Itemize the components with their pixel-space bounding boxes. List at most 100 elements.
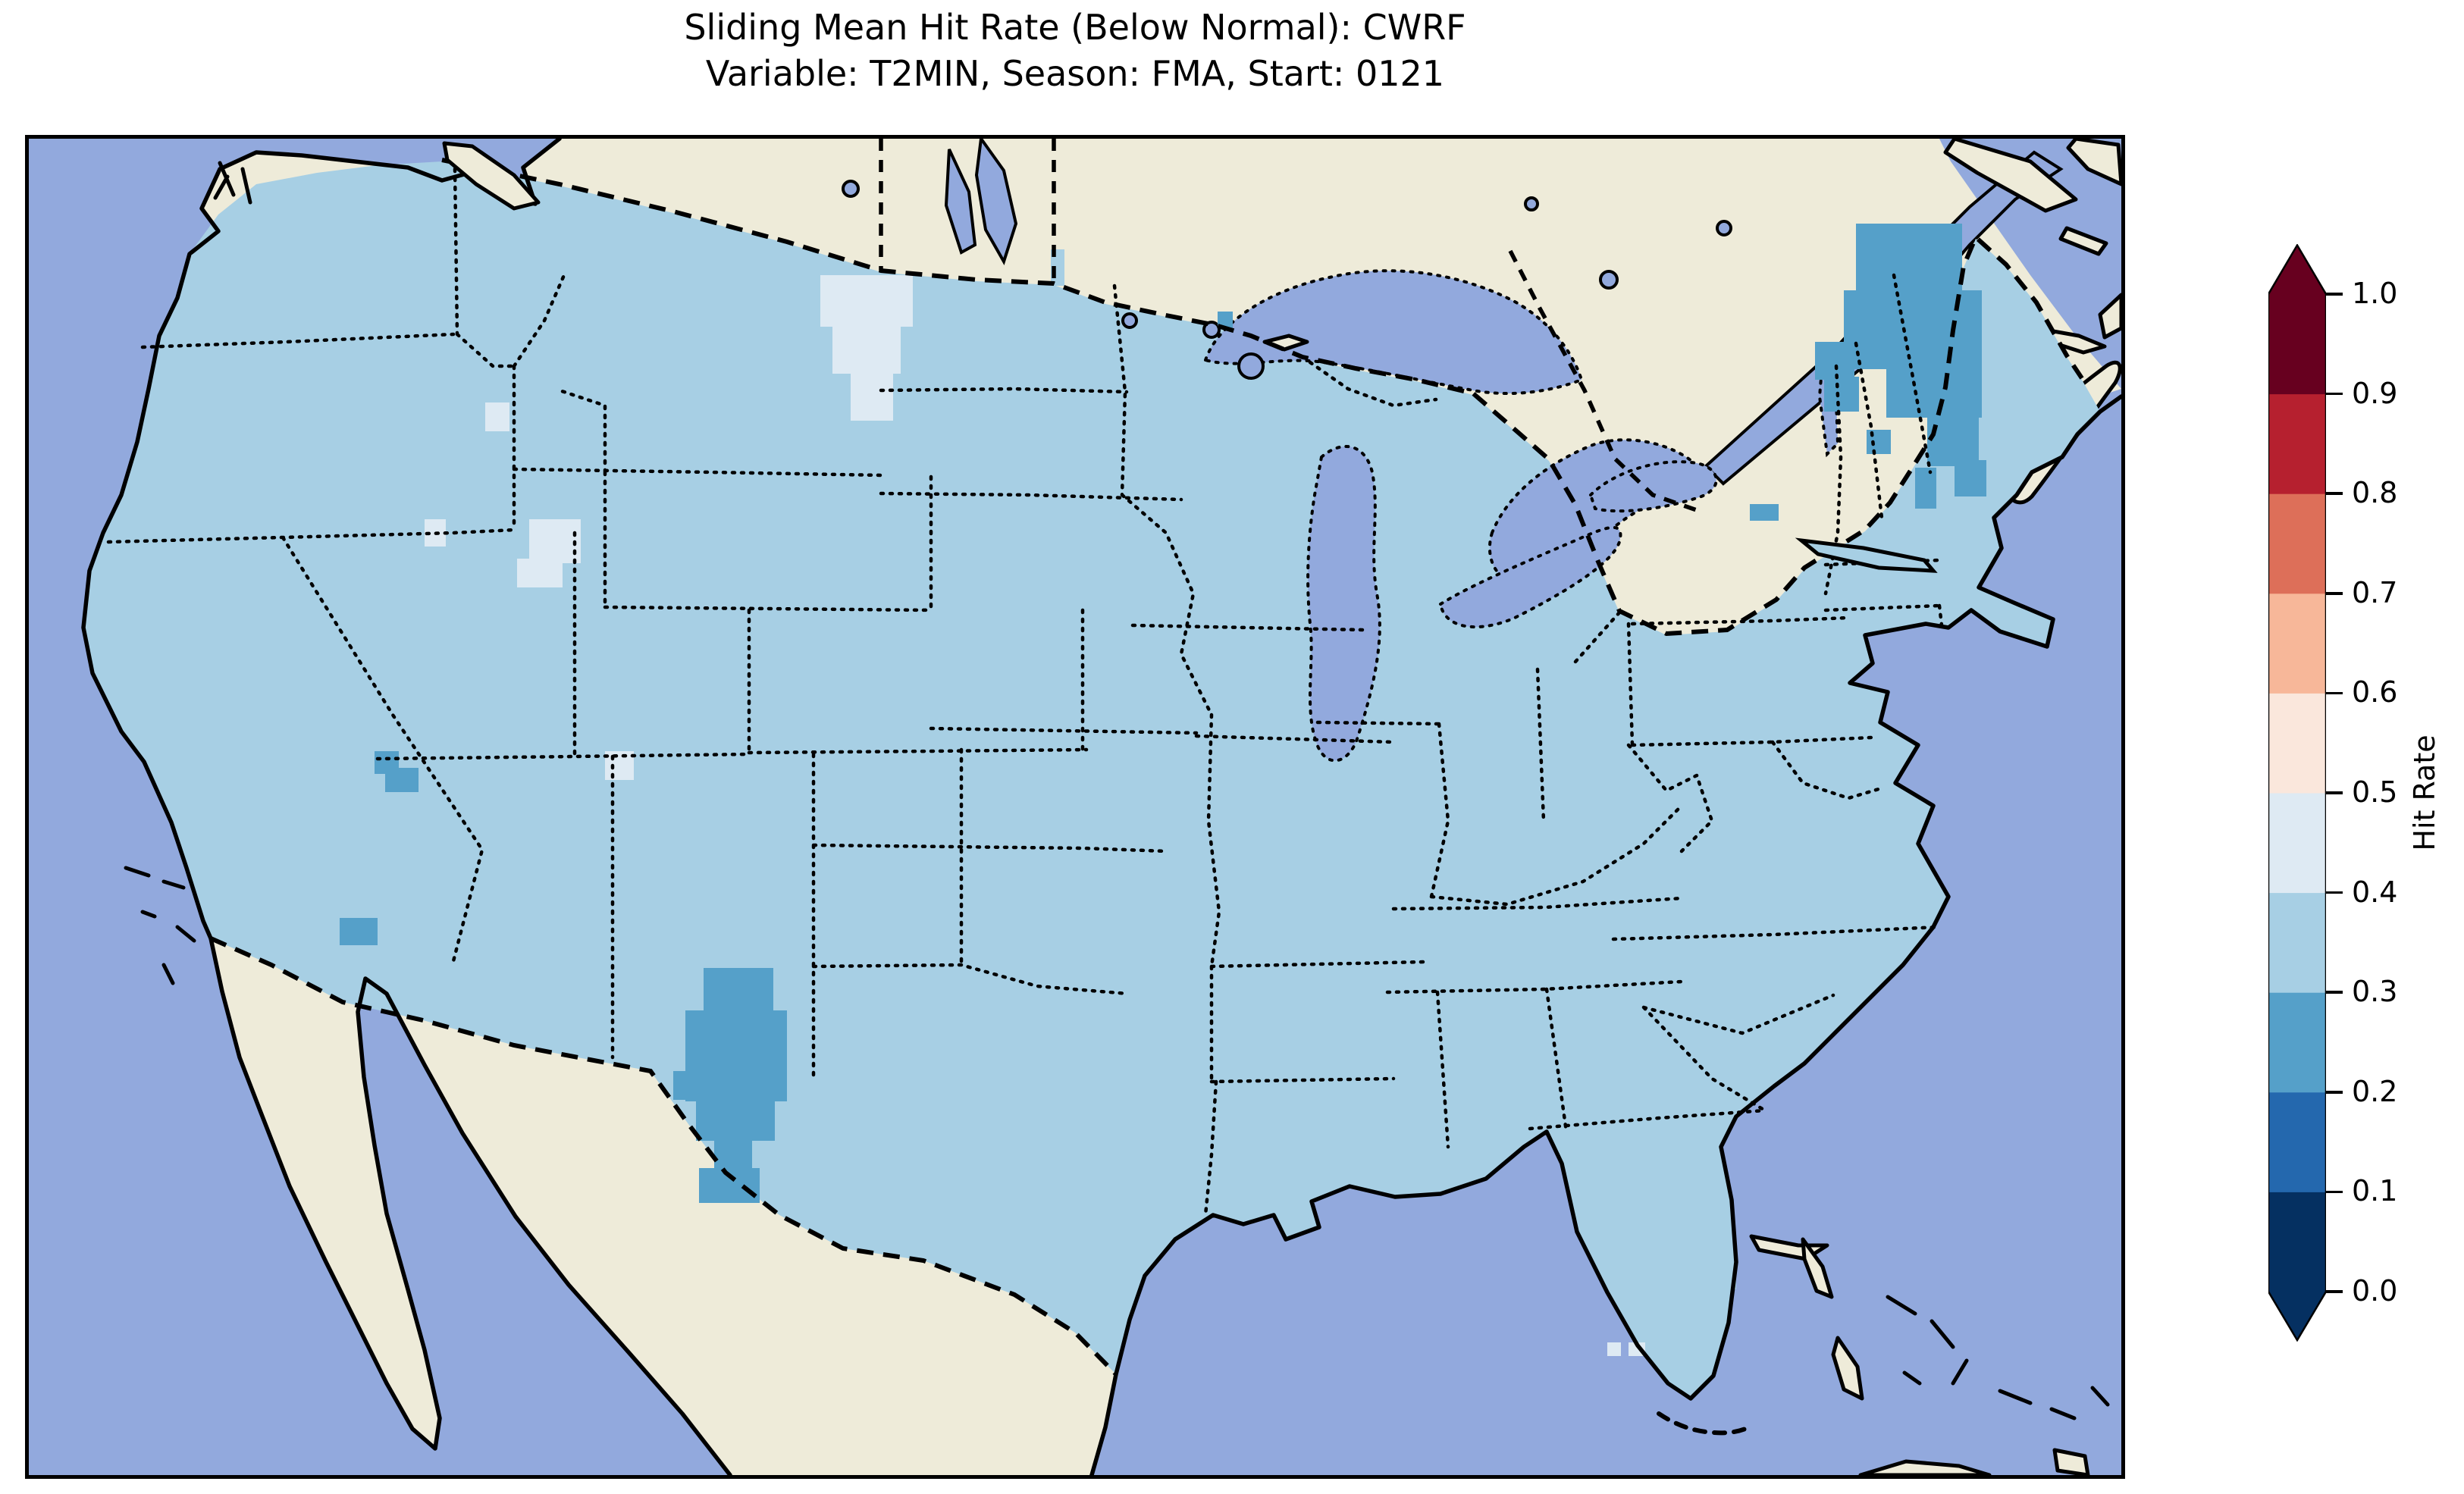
figure-title: Sliding Mean Hit Rate (Below Normal): CW… [684,5,1466,96]
colorbar [2267,243,2328,1342]
colorbar-bin-0.9-1 [2268,294,2326,395]
lake-manitoba [944,149,977,255]
colorbar-tick-mark [2326,991,2343,994]
vancouver-island [442,141,541,211]
hit-rate-cell [1196,1180,1243,1203]
colorbar-axis-label: Hit Rate [2408,734,2441,851]
hit-rate-cell [1886,363,1982,418]
colorbar-tick-mark [2326,891,2343,894]
cape-breton-island [2098,293,2121,340]
colorbar-tick-label: 0.5 [2352,775,2398,810]
hit-rate-cell [714,1136,752,1170]
colorbar-tick-label: 0.1 [2352,1174,2398,1208]
us-canada-border [441,158,2084,637]
lac-seul [1237,352,1265,380]
florida-keys [1657,1411,1748,1436]
colorbar-tick-label: 0.0 [2352,1274,2398,1308]
colorbar-tick-mark [2326,691,2343,695]
hit-rate-cell [820,275,913,327]
lakes [842,139,1840,763]
map-svg [29,139,2121,1475]
colorbar-tick-label: 0.2 [2352,1074,2398,1108]
colorbar-tick-mark [2326,1091,2343,1094]
hit-rate-cell [605,751,634,780]
colorbar-tick-mark [2326,592,2343,595]
hit-rate-cell [696,1097,775,1141]
newfoundland-corner [2066,139,2121,186]
lake-michigan [1306,445,1381,763]
hit-rate-cell [529,519,581,563]
colorbar-over-arrow [2268,244,2326,294]
colorbar-tick-label: 0.4 [2352,875,2398,909]
colorbar-bin-0-0.1 [2268,1192,2326,1292]
abaco-island [1801,1237,1834,1299]
hit-rate-cell [1915,468,1936,509]
colorbar-tick-mark [2326,392,2343,396]
state-borders [106,167,1945,1217]
lake-ontario [1588,460,1718,513]
colorbar-bin-0.6-0.7 [2268,593,2326,694]
hit-rate-cell [1706,1244,1736,1289]
channel-islands [124,866,196,985]
cuba-north-coast [1858,1459,1992,1475]
canadian-lake [1202,321,1221,339]
great-inagua [2052,1448,2090,1475]
hit-rate-cell [485,402,509,431]
colorbar-tick-label: 0.6 [2352,675,2398,709]
hit-rate-cell [1856,224,1962,296]
hit-rate-cell [704,968,773,1016]
title-line-1: Sliding Mean Hit Rate (Below Normal): CW… [684,7,1466,48]
title-line-2: Variable: T2MIN, Season: FMA, Start: 012… [705,52,1445,94]
puget-sound-inlets [213,161,252,205]
colorbar-tick-mark [2326,791,2343,794]
lake-erie [1438,525,1622,629]
hit-rate-cell [1955,460,1986,496]
hit-rate-cell [1607,1342,1621,1356]
colorbar-tick-label: 0.9 [2352,376,2398,410]
colorbar-tick-label: 0.7 [2352,575,2398,609]
colorbar-under-arrow [2268,1292,2326,1342]
colorbar-bin-0.1-0.2 [2268,1092,2326,1192]
gaspe-peninsula [1943,139,2078,213]
hit-rate-cell [1815,342,1854,380]
colorbar-tick-label: 1.0 [2352,277,2398,311]
colorbar-tick-mark [2326,1290,2343,1293]
hit-rate-cell [340,918,378,945]
anticosti-island [2058,226,2108,256]
hit-rate-cell [1927,412,1979,466]
coastlines [81,139,2121,1475]
colorbar-svg [2267,243,2328,1342]
canadian-lake [1121,312,1138,329]
andros-island [1831,1336,1864,1401]
colorbar-bin-0.2-0.3 [2268,992,2326,1093]
canadian-lake [842,180,860,198]
canadian-lake [1716,220,1732,236]
hit-rate-cell [1844,290,1982,369]
hit-rate-cell [832,325,901,374]
canadian-provincial-borders [879,139,1698,512]
canadian-lake [1524,196,1539,211]
map-axes [25,135,2125,1479]
hit-rate-cell [1824,377,1859,412]
colorbar-tick-mark [2326,492,2343,495]
hit-rate-cell [1218,312,1233,328]
national-borders [209,139,2084,1377]
hit-rate-cell [517,559,563,587]
us-mexico-border [209,936,1118,1377]
lake-winnipeg [974,139,1018,265]
continental-coastline [81,139,2121,1475]
colorbar-tick-mark [2326,293,2343,296]
colorbar-tick-label: 0.3 [2352,975,2398,1009]
hit-rate-cell [1066,1179,1102,1206]
colorbar-bin-0.7-0.8 [2268,493,2326,594]
hit-rate-cell [385,768,419,792]
bahamas-cays [1886,1295,2110,1420]
hit-rate-cell [673,1071,696,1100]
colorbar-tick-mark [2326,1190,2343,1194]
hit-rate-cell [851,372,893,421]
colorbar-bin-0.8-0.9 [2268,393,2326,494]
hit-rate-cell [1750,504,1779,521]
colorbar-bin-0.5-0.6 [2268,693,2326,794]
hit-rate-cell [685,1010,787,1101]
